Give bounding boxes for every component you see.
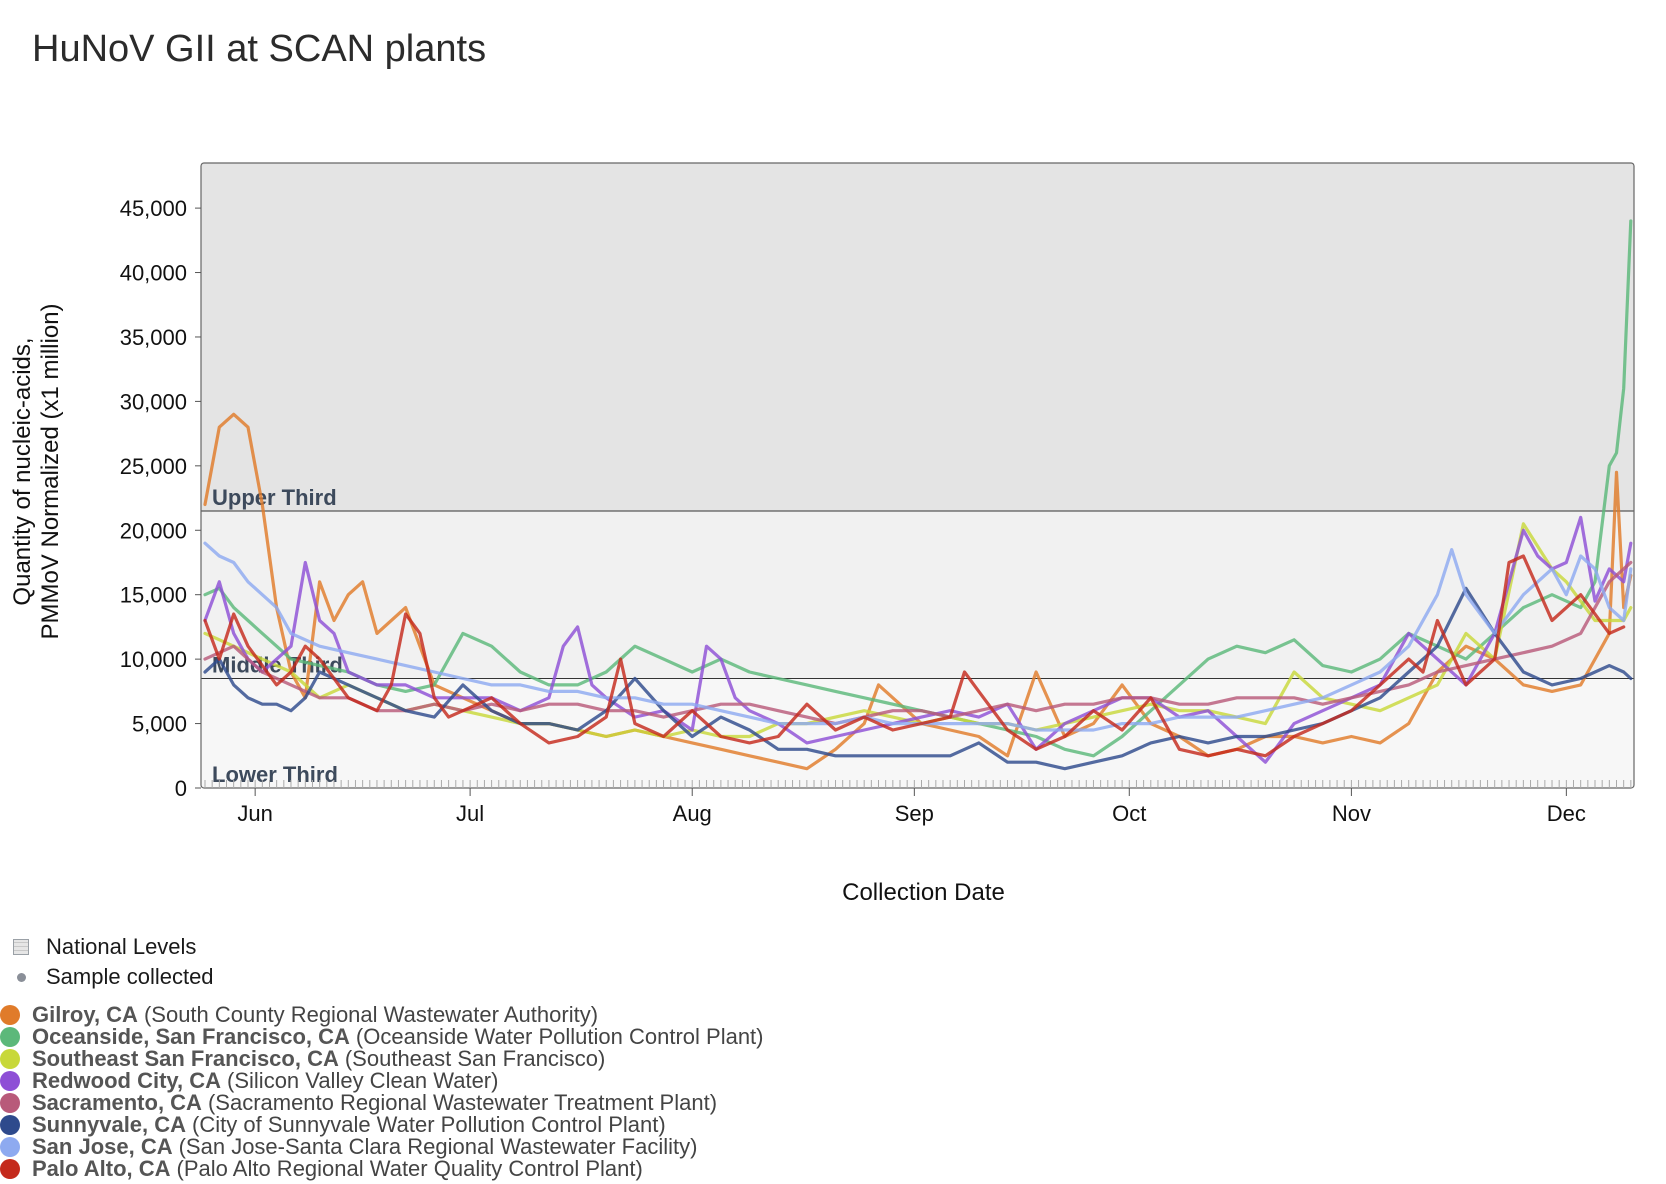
site-color-dot-icon [0,1027,20,1047]
band-label: Upper Third [212,485,337,510]
legend-national-levels-label: National Levels [46,934,197,959]
y-tick-label: 25,000 [120,454,187,479]
site-color-dot-icon [0,1071,20,1091]
site-name: San Jose, CA [32,1134,173,1159]
y-tick-label: 0 [175,776,187,801]
series-line-palo-alto-ca [203,554,1626,758]
site-color-dot-icon [0,1159,20,1179]
x-tick-label: Jun [237,801,272,826]
band-middle-third [201,510,1634,679]
site-color-dot-icon [0,1093,20,1113]
x-tick-label: Sep [895,801,934,826]
band-label: Lower Third [212,762,338,787]
x-axis-title: Collection Date [842,879,1005,900]
site-description: (Palo Alto Regional Water Quality Contro… [176,1156,643,1181]
site-name: Sunnyvale, CA [32,1112,187,1137]
site-description: (Oceanside Water Pollution Control Plant… [355,1024,764,1049]
legend-site-item[interactable]: Gilroy, CA (South County Regional Wastewa… [0,1004,764,1026]
site-name: Sacramento, CA [32,1090,202,1115]
site-description: (San Jose-Santa Clara Regional Wastewate… [178,1134,698,1159]
site-description: (City of Sunnyvale Water Pollution Contr… [192,1112,666,1137]
chart-title: HuNoV GII at SCAN plants [32,28,487,70]
legend-site-item[interactable]: Southeast San Francisco, CA (Southeast Sa… [0,1048,764,1070]
legend-site-item[interactable]: Sacramento, CA (Sacramento Regional Waste… [0,1092,764,1114]
legend-sample-collected[interactable]: Sample collected [6,962,214,992]
x-tick-label: Aug [673,801,712,826]
y-axis-title-line2: PMMoV Normalized (x1 million) [37,303,64,639]
legend-site-item[interactable]: Oceanside, San Francisco, CA (Oceanside W… [0,1026,764,1048]
legend-national-levels[interactable]: National Levels [6,932,214,962]
site-color-dot-icon [0,1049,20,1069]
y-tick-label: 10,000 [120,647,187,672]
site-name: Redwood City, CA [32,1068,222,1093]
series-line-sunnyvale-ca [203,586,1633,771]
y-tick-label: 35,000 [120,325,187,350]
legend-site-item[interactable]: Redwood City, CA (Silicon Valley Clean Wa… [0,1070,764,1092]
site-color-dot-icon [0,1137,20,1157]
x-minor-ticks [204,780,1632,788]
legend-sample-collected-label: Sample collected [46,964,214,989]
site-legend: Gilroy, CA (South County Regional Wastewa… [0,1004,764,1180]
x-tick-label: Oct [1112,801,1146,826]
y-tick-label: 15,000 [120,583,187,608]
x-tick-label: Dec [1547,801,1586,826]
site-description: (Southeast San Francisco) [344,1046,606,1071]
site-description: (South County Regional Wastewater Author… [143,1002,599,1027]
x-tick-label: Jul [456,801,484,826]
sample-dot-icon [6,972,36,982]
plot-border [200,162,1635,789]
site-name: Palo Alto, CA [32,1156,171,1181]
y-tick-label: 20,000 [120,518,187,543]
site-color-dot-icon [0,1115,20,1135]
site-name: Gilroy, CA [32,1002,138,1027]
site-name: Oceanside, San Francisco, CA [32,1024,350,1049]
y-tick-label: 5,000 [132,712,187,737]
site-description: (Sacramento Regional Wastewater Treatmen… [207,1090,718,1115]
y-tick-label: 45,000 [120,196,187,221]
y-axis-title-line1: Quantity of nucleic-acids, [9,337,36,605]
legend-site-item[interactable]: Sunnyvale, CA (City of Sunnyvale Water Po… [0,1114,764,1136]
legend-site-item[interactable]: San Jose, CA (San Jose-Santa Clara Region… [0,1136,764,1158]
site-description: (Silicon Valley Clean Water) [227,1068,499,1093]
y-tick-label: 40,000 [120,261,187,286]
legend: National Levels Sample collected [6,932,214,992]
y-tick-label: 30,000 [120,389,187,414]
legend-site-item[interactable]: Palo Alto, CA (Palo Alto Regional Water Q… [0,1158,764,1180]
x-tick-label: Nov [1332,801,1371,826]
series-line-redwood-city-ca [203,515,1633,764]
site-color-dot-icon [0,1005,20,1025]
series-line-gilroy-ca [203,412,1633,771]
site-name: Southeast San Francisco, CA [32,1046,339,1071]
band-upper-third [201,163,1634,511]
y-axis-title: Quantity of nucleic-acids,PMMoV Normaliz… [9,303,64,639]
national-levels-icon [6,939,36,955]
series-line-san-jose-ca [203,541,1633,732]
